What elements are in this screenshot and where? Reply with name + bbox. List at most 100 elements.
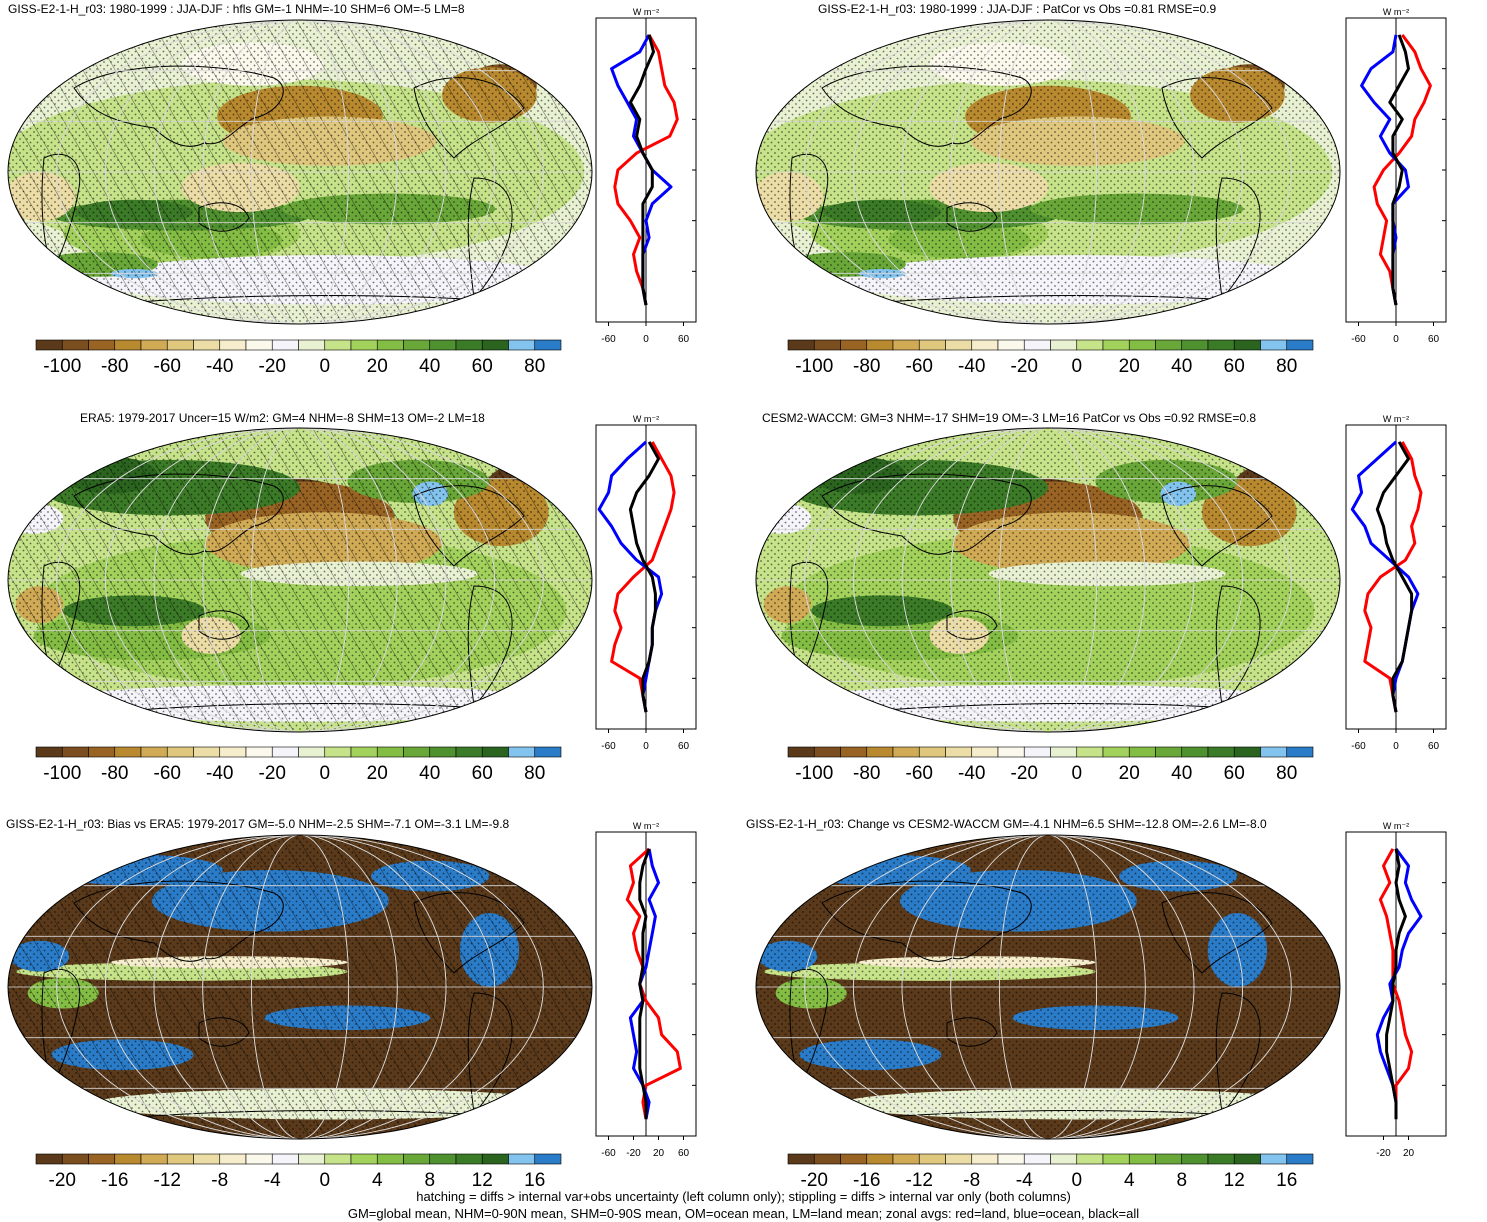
- colorbar-label-m80: -80: [101, 763, 128, 784]
- colorbar-swatch-3: [840, 746, 868, 758]
- graticule: [8, 835, 592, 1139]
- colorbar-swatch-2: [61, 1153, 89, 1165]
- colorbar-swatch-6: [166, 339, 194, 351]
- panel-title-2: GISS-E2-1-H_r03: 1980-1999 : JJA-DJF : P…: [818, 2, 1217, 16]
- zonal-x-label: 0: [1393, 741, 1399, 752]
- colorbar-swatch-5: [140, 746, 168, 758]
- zonal-x-label: -20: [1376, 1148, 1391, 1159]
- colorbar-swatch-2: [813, 1153, 841, 1165]
- zonal-series-black: [638, 848, 651, 1120]
- colorbar-swatch-14: [376, 339, 404, 351]
- zonal-units: W m⁻²: [1383, 7, 1409, 17]
- colorbar-label-20: 20: [367, 763, 388, 784]
- colorbar-label-60: 60: [1224, 356, 1245, 377]
- colorbar-swatch-6: [166, 746, 194, 758]
- field-anomaly-12: [501, 1094, 573, 1126]
- colorbar-label-4: 4: [1124, 1170, 1135, 1191]
- colorbar-swatch-17: [455, 1153, 483, 1165]
- map-field: [8, 20, 592, 324]
- colorbar-swatch-11: [298, 746, 326, 758]
- colorbar-label-0: 0: [1071, 356, 1082, 377]
- colorbar-label-m20: -20: [49, 1170, 76, 1191]
- colorbar-swatch-11: [1050, 339, 1078, 351]
- colorbar-label-m80: -80: [853, 356, 880, 377]
- colorbar-swatch-10: [271, 339, 299, 351]
- zonal-x-label: 60: [678, 334, 690, 345]
- colorbar-swatch-18: [481, 1153, 509, 1165]
- colorbar-swatch-14: [376, 746, 404, 758]
- map-border: [7, 427, 593, 733]
- panel-title-1: GISS-E2-1-H_r03: 1980-1999 : JJA-DJF : h…: [8, 2, 465, 16]
- colorbar-swatch-3: [88, 746, 116, 758]
- colorbar-swatch-2: [61, 339, 89, 351]
- colorbar-label-40: 40: [1171, 356, 1192, 377]
- colorbar-swatch-5: [140, 339, 168, 351]
- colorbar-label-m12: -12: [906, 1170, 933, 1191]
- colorbar-swatch-10: [1023, 746, 1051, 758]
- colorbar-swatch-2: [813, 746, 841, 758]
- colorbar-label-60: 60: [1224, 763, 1245, 784]
- colorbar-swatch-17: [1207, 746, 1235, 758]
- colorbar-swatch-19: [1260, 746, 1288, 758]
- colorbar-swatch-5: [140, 1153, 168, 1165]
- colorbar-swatch-3: [840, 339, 868, 351]
- colorbar-label-40: 40: [419, 356, 440, 377]
- colorbar-swatch-18: [481, 339, 509, 351]
- colorbar-swatch-15: [1155, 1153, 1183, 1165]
- colorbar-swatch-9: [245, 339, 273, 351]
- colorbar-label-40: 40: [419, 763, 440, 784]
- colorbar-swatch-9: [245, 1153, 273, 1165]
- colorbar-label-8: 8: [424, 1170, 435, 1191]
- colorbar-swatch-10: [271, 746, 299, 758]
- zonal-x-label: 0: [643, 741, 649, 752]
- colorbar-label-m12: -12: [154, 1170, 181, 1191]
- zonal-units: W m⁻²: [633, 7, 659, 17]
- zonal-x-label: -60: [601, 334, 616, 345]
- colorbar-swatch-10: [1023, 339, 1051, 351]
- colorbar-label-4: 4: [372, 1170, 383, 1191]
- colorbar-swatch-15: [403, 339, 431, 351]
- colorbar-swatch-18: [1233, 1153, 1261, 1165]
- colorbar-swatch-1: [787, 746, 815, 758]
- colorbar-label-0: 0: [1071, 763, 1082, 784]
- colorbar-swatch-12: [324, 1153, 352, 1165]
- colorbar-swatch-8: [971, 746, 999, 758]
- map-border: [755, 834, 1341, 1140]
- colorbar-panel-1: -100-80-60-40-20020406080100: [35, 339, 562, 377]
- colorbar-swatch-13: [350, 1153, 378, 1165]
- colorbar-swatch-20: [1286, 339, 1314, 351]
- colorbar-label-0: 0: [319, 763, 330, 784]
- colorbar-swatch-19: [508, 1153, 536, 1165]
- colorbar-label-12: 12: [1224, 1170, 1245, 1191]
- zonal-series-black: [628, 441, 660, 713]
- colorbar-swatch-15: [1155, 339, 1183, 351]
- colorbar-label-m100: -100: [43, 356, 81, 377]
- zonal-x-label: 60: [678, 741, 690, 752]
- colorbar-swatch-17: [455, 339, 483, 351]
- colorbar-label-m20: -20: [801, 1170, 828, 1191]
- colorbar-swatch-12: [324, 746, 352, 758]
- colorbar-swatch-13: [1102, 1153, 1130, 1165]
- colorbar-label-m80: -80: [101, 356, 128, 377]
- colorbar-panel-2: -100-80-60-40-20020406080100: [787, 339, 1314, 377]
- colorbar-swatch-4: [114, 339, 142, 351]
- colorbar-swatch-3: [88, 1153, 116, 1165]
- colorbar-label-0: 0: [319, 356, 330, 377]
- colorbar-swatch-7: [193, 746, 221, 758]
- map-panel-5: [7, 834, 593, 1140]
- colorbar-label-m60: -60: [906, 763, 933, 784]
- colorbar-swatch-1: [787, 339, 815, 351]
- map-border: [7, 834, 593, 1140]
- colorbar-swatch-17: [1207, 339, 1235, 351]
- colorbar-label-m40: -40: [206, 356, 233, 377]
- colorbar-swatch-1: [35, 339, 63, 351]
- colorbar-label-m4: -4: [264, 1170, 281, 1191]
- colorbar-swatch-20: [534, 1153, 562, 1165]
- map-border: [755, 427, 1341, 733]
- zonal-x-label: 60: [1428, 741, 1440, 752]
- colorbar-swatch-4: [114, 746, 142, 758]
- colorbar-swatch-18: [1233, 339, 1261, 351]
- zonal-x-label: 0: [1393, 334, 1399, 345]
